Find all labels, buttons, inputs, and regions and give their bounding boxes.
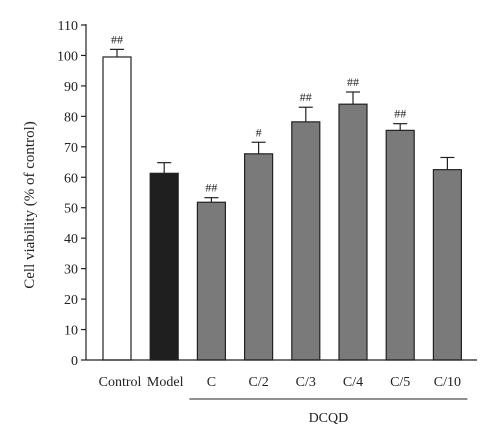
y-tick-label: 50 [64,202,78,217]
group-label: DCQD [309,411,349,426]
significance-marker: ## [300,90,312,104]
y-tick-label: 10 [64,324,78,339]
significance-marker: ## [205,181,217,195]
y-tick-label: 90 [64,80,78,95]
y-tick-label: 80 [64,110,78,125]
bar-c-10 [432,169,462,361]
x-tick-label: C/5 [390,375,410,390]
y-tick-label: 0 [71,354,78,369]
y-tick-label: 60 [64,171,78,186]
y-tick-label: 20 [64,293,78,308]
y-tick-label: 30 [64,263,78,278]
significance-marker: ## [394,107,406,121]
bar-c-3 [291,121,321,361]
bar-model [149,172,179,361]
x-tick-label: C/2 [248,375,268,390]
bar-c-4 [338,103,368,361]
y-tick-label: 100 [57,49,78,64]
x-tick-label: Model [147,375,184,390]
bars: ########### [102,32,462,361]
bar-c-5 [385,129,415,361]
x-tick-label: C/10 [434,375,461,390]
x-tick-label: C/4 [343,375,363,390]
x-tick-label: C [207,375,216,390]
y-axis: 0 10 20 30 40 50 60 70 80 90 100 110 [57,19,87,369]
bar-control [102,56,132,361]
y-tick-label: 40 [64,232,78,247]
significance-marker: ## [111,32,123,46]
y-tick-label: 110 [58,19,78,34]
bar-c [196,201,226,361]
x-tick-label: Control [99,375,142,390]
x-axis: Control Model C C/2 C/3 C/4 C/5 C/10 [86,359,477,390]
y-tick-label: 70 [64,141,78,156]
x-tick-label: C/3 [296,375,316,390]
y-axis-label: Cell viability (% of control) [22,121,38,288]
significance-marker: # [256,125,262,139]
bar-c-2 [244,153,274,361]
significance-marker: ## [347,75,359,89]
group-annotation: DCQD [189,398,468,426]
